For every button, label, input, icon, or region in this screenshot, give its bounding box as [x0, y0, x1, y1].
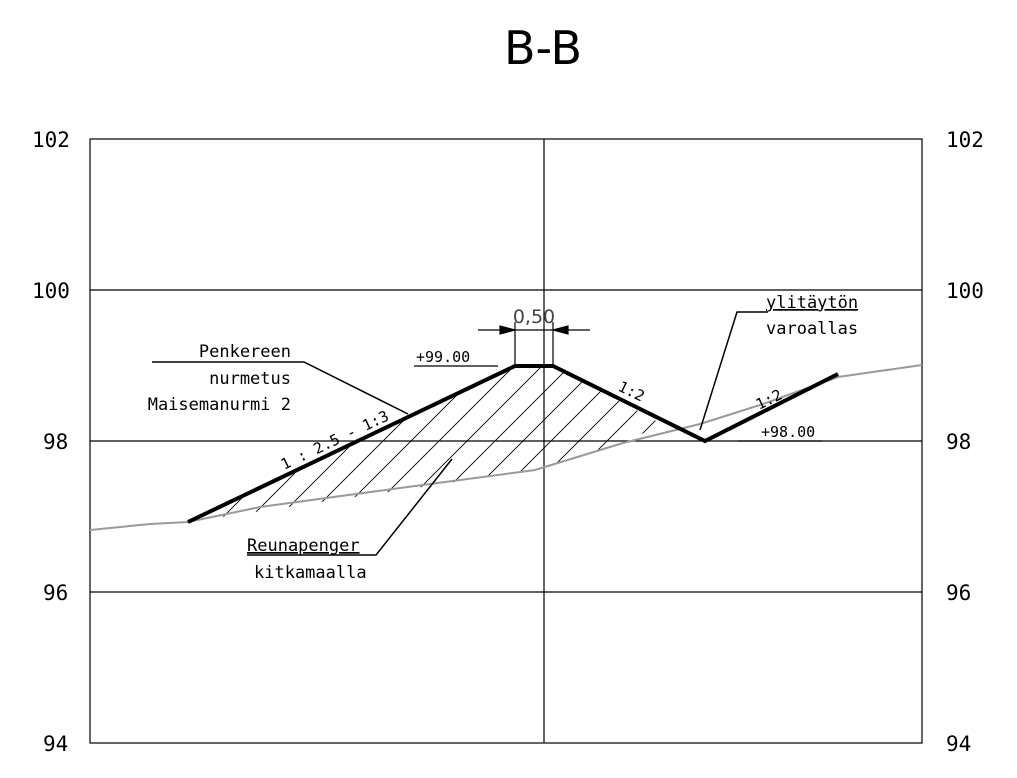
- axis-left-98: 98: [43, 430, 68, 454]
- axis-right-96: 96: [946, 581, 971, 605]
- slope-label-left: 1 : 2.5 - 1:3: [278, 407, 392, 474]
- leader-penkereen: [152, 361, 409, 415]
- crest-level-label: +99.00: [416, 348, 470, 366]
- label-ylitayton: ylitäytön: [766, 293, 858, 313]
- leader-ylitayton: [699, 311, 768, 431]
- axis-right-102: 102: [946, 128, 984, 152]
- axis-right: 102 100 98 96 94: [946, 128, 984, 756]
- crest-width-dimension: [478, 322, 590, 366]
- axis-right-94: 94: [946, 732, 971, 756]
- label-penkereen: Penkereen: [199, 342, 291, 362]
- axis-left-102: 102: [32, 128, 70, 152]
- axis-left: 102 100 98 96 94: [32, 128, 70, 756]
- existing-ground-line: [89, 364, 923, 531]
- label-varoallas: varoallas: [766, 319, 858, 339]
- axis-left-96: 96: [43, 581, 68, 605]
- axis-right-100: 100: [946, 279, 984, 303]
- axis-left-94: 94: [43, 732, 68, 756]
- embankment-profile: [187, 364, 839, 524]
- pond-level-label: +98.00: [761, 423, 815, 441]
- section-title: B-B: [504, 21, 582, 75]
- axis-left-100: 100: [32, 279, 70, 303]
- fill-hatch: [188, 366, 662, 522]
- label-reunapenger: Reunapenger: [247, 536, 360, 556]
- label-kitkamaalla: kitkamaalla: [254, 563, 367, 583]
- label-nurmetus: nurmetus: [209, 369, 291, 389]
- axis-right-98: 98: [946, 430, 971, 454]
- label-maisemanurmi: Maisemanurmi 2: [148, 395, 291, 415]
- crest-width-label: 0,50: [513, 306, 555, 328]
- leader-reunapenger: [247, 458, 453, 556]
- slope-label-pond-right: 1:2: [753, 386, 785, 414]
